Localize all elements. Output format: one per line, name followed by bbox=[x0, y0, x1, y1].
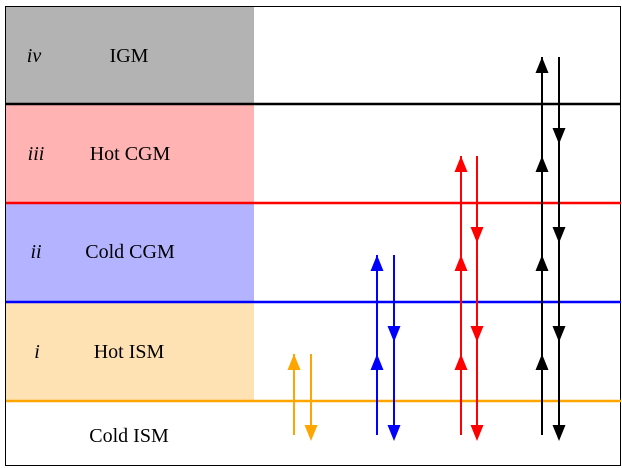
numeral-igm: iv bbox=[27, 45, 42, 67]
flow-black-down-arrowhead bbox=[552, 227, 566, 243]
flow-black-up-arrowhead bbox=[535, 354, 549, 370]
flow-orange-up-arrowhead bbox=[287, 354, 301, 370]
flow-black-down-arrowhead bbox=[552, 128, 566, 144]
band-cold-cgm bbox=[6, 203, 254, 302]
label-hot-ism: Hot ISM bbox=[94, 341, 165, 363]
band-hot-ism bbox=[6, 302, 254, 401]
flow-black-up-arrowhead bbox=[535, 156, 549, 172]
label-hot-cgm: Hot CGM bbox=[90, 143, 171, 165]
flow-red-up-arrowhead bbox=[454, 156, 468, 172]
band-hot-cgm bbox=[6, 104, 254, 203]
label-cold-cgm: Cold CGM bbox=[85, 241, 175, 263]
flow-red-up-arrowhead bbox=[454, 255, 468, 271]
layer-labels: iv IGM iii Hot CGM ii Cold CGM i Hot ISM… bbox=[27, 45, 175, 447]
flow-black-down-arrowhead bbox=[552, 425, 566, 441]
flow-black-up-arrowhead bbox=[535, 57, 549, 73]
flow-red-down-arrowhead bbox=[470, 227, 484, 243]
numeral-hot-cgm: iii bbox=[28, 143, 45, 165]
label-igm: IGM bbox=[110, 45, 149, 67]
numeral-cold-cgm: ii bbox=[30, 241, 41, 263]
layer-bands bbox=[6, 7, 254, 401]
layer-boundaries bbox=[6, 102, 621, 403]
flow-blue-down-arrowhead bbox=[387, 326, 401, 342]
label-cold-ism: Cold ISM bbox=[89, 425, 169, 447]
flow-blue-down-arrowhead bbox=[387, 425, 401, 441]
flow-red-up-arrowhead bbox=[454, 354, 468, 370]
flow-red-down-arrowhead bbox=[470, 425, 484, 441]
flow-arrows bbox=[287, 57, 566, 441]
flow-red-down-arrowhead bbox=[470, 326, 484, 342]
flow-black-down-arrowhead bbox=[552, 326, 566, 342]
band-igm bbox=[6, 7, 254, 104]
numeral-hot-ism: i bbox=[34, 341, 40, 363]
flow-blue-up-arrowhead bbox=[370, 354, 384, 370]
flow-blue-up-arrowhead bbox=[370, 255, 384, 271]
flow-orange-down-arrowhead bbox=[304, 425, 318, 441]
flow-black-up-arrowhead bbox=[535, 255, 549, 271]
